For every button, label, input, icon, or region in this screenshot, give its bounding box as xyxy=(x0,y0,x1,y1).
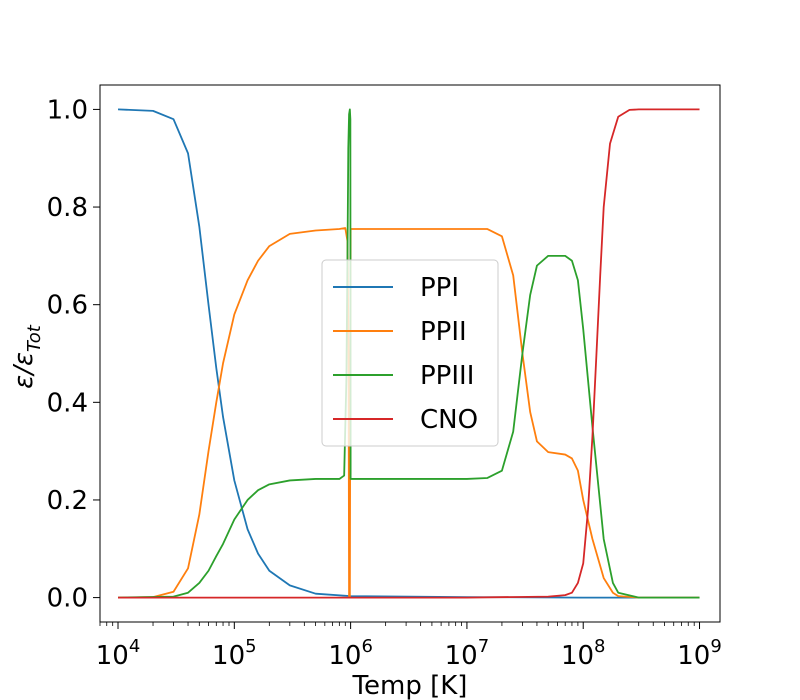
legend: PPI PPII PPIII CNO xyxy=(321,259,499,447)
x-tick-label: 106 xyxy=(328,636,373,671)
y-tick-label: 0.4 xyxy=(47,388,88,418)
x-tick-base: 10 xyxy=(328,641,361,671)
y-axis-label: ε/εTot xyxy=(9,324,45,389)
x-tick-exponent: 4 xyxy=(129,636,140,657)
x-tick-exponent: 9 xyxy=(710,636,721,657)
x-tick-label: 105 xyxy=(212,636,257,671)
plot-lines xyxy=(117,108,700,599)
y-tick-label: 0.2 xyxy=(47,486,88,516)
x-axis-ticks: 104 105 106 107 108 109 xyxy=(96,622,722,671)
x-tick-label: 108 xyxy=(561,636,606,671)
legend-label-ppi: PPI xyxy=(420,273,459,303)
legend-label-cno: CNO xyxy=(420,405,478,435)
y-tick-label: 1.0 xyxy=(47,95,88,125)
y-axis-label-main: ε/ε xyxy=(9,352,39,389)
y-tick-label: 0.6 xyxy=(47,291,88,321)
x-tick-label: 107 xyxy=(445,636,490,671)
y-tick-label: 0.0 xyxy=(47,584,88,614)
x-tick-base: 10 xyxy=(677,641,710,671)
x-tick-base: 10 xyxy=(561,641,594,671)
x-tick-exponent: 8 xyxy=(594,636,605,657)
y-axis-label-sub: Tot xyxy=(24,324,45,352)
y-axis-ticks: 0.0 0.2 0.4 0.6 0.8 1.0 xyxy=(47,95,100,614)
plot-frame xyxy=(99,84,721,623)
x-tick-exponent: 6 xyxy=(361,636,372,657)
y-tick-label: 0.8 xyxy=(47,193,88,223)
series-line-cno xyxy=(118,108,700,599)
series-line-ppi xyxy=(117,108,700,599)
series-line-ppiii xyxy=(118,108,700,599)
x-tick-base: 10 xyxy=(96,641,129,671)
x-tick-label: 109 xyxy=(677,636,722,671)
x-tick-label: 104 xyxy=(96,636,141,671)
legend-label-ppii: PPII xyxy=(420,317,467,347)
x-axis-label: Temp [K] xyxy=(352,671,468,700)
x-tick-exponent: 7 xyxy=(478,636,489,657)
x-tick-base: 10 xyxy=(445,641,478,671)
x-tick-base: 10 xyxy=(212,641,245,671)
x-tick-exponent: 5 xyxy=(245,636,256,657)
legend-box xyxy=(321,259,499,447)
legend-label-ppiii: PPIII xyxy=(420,361,474,391)
